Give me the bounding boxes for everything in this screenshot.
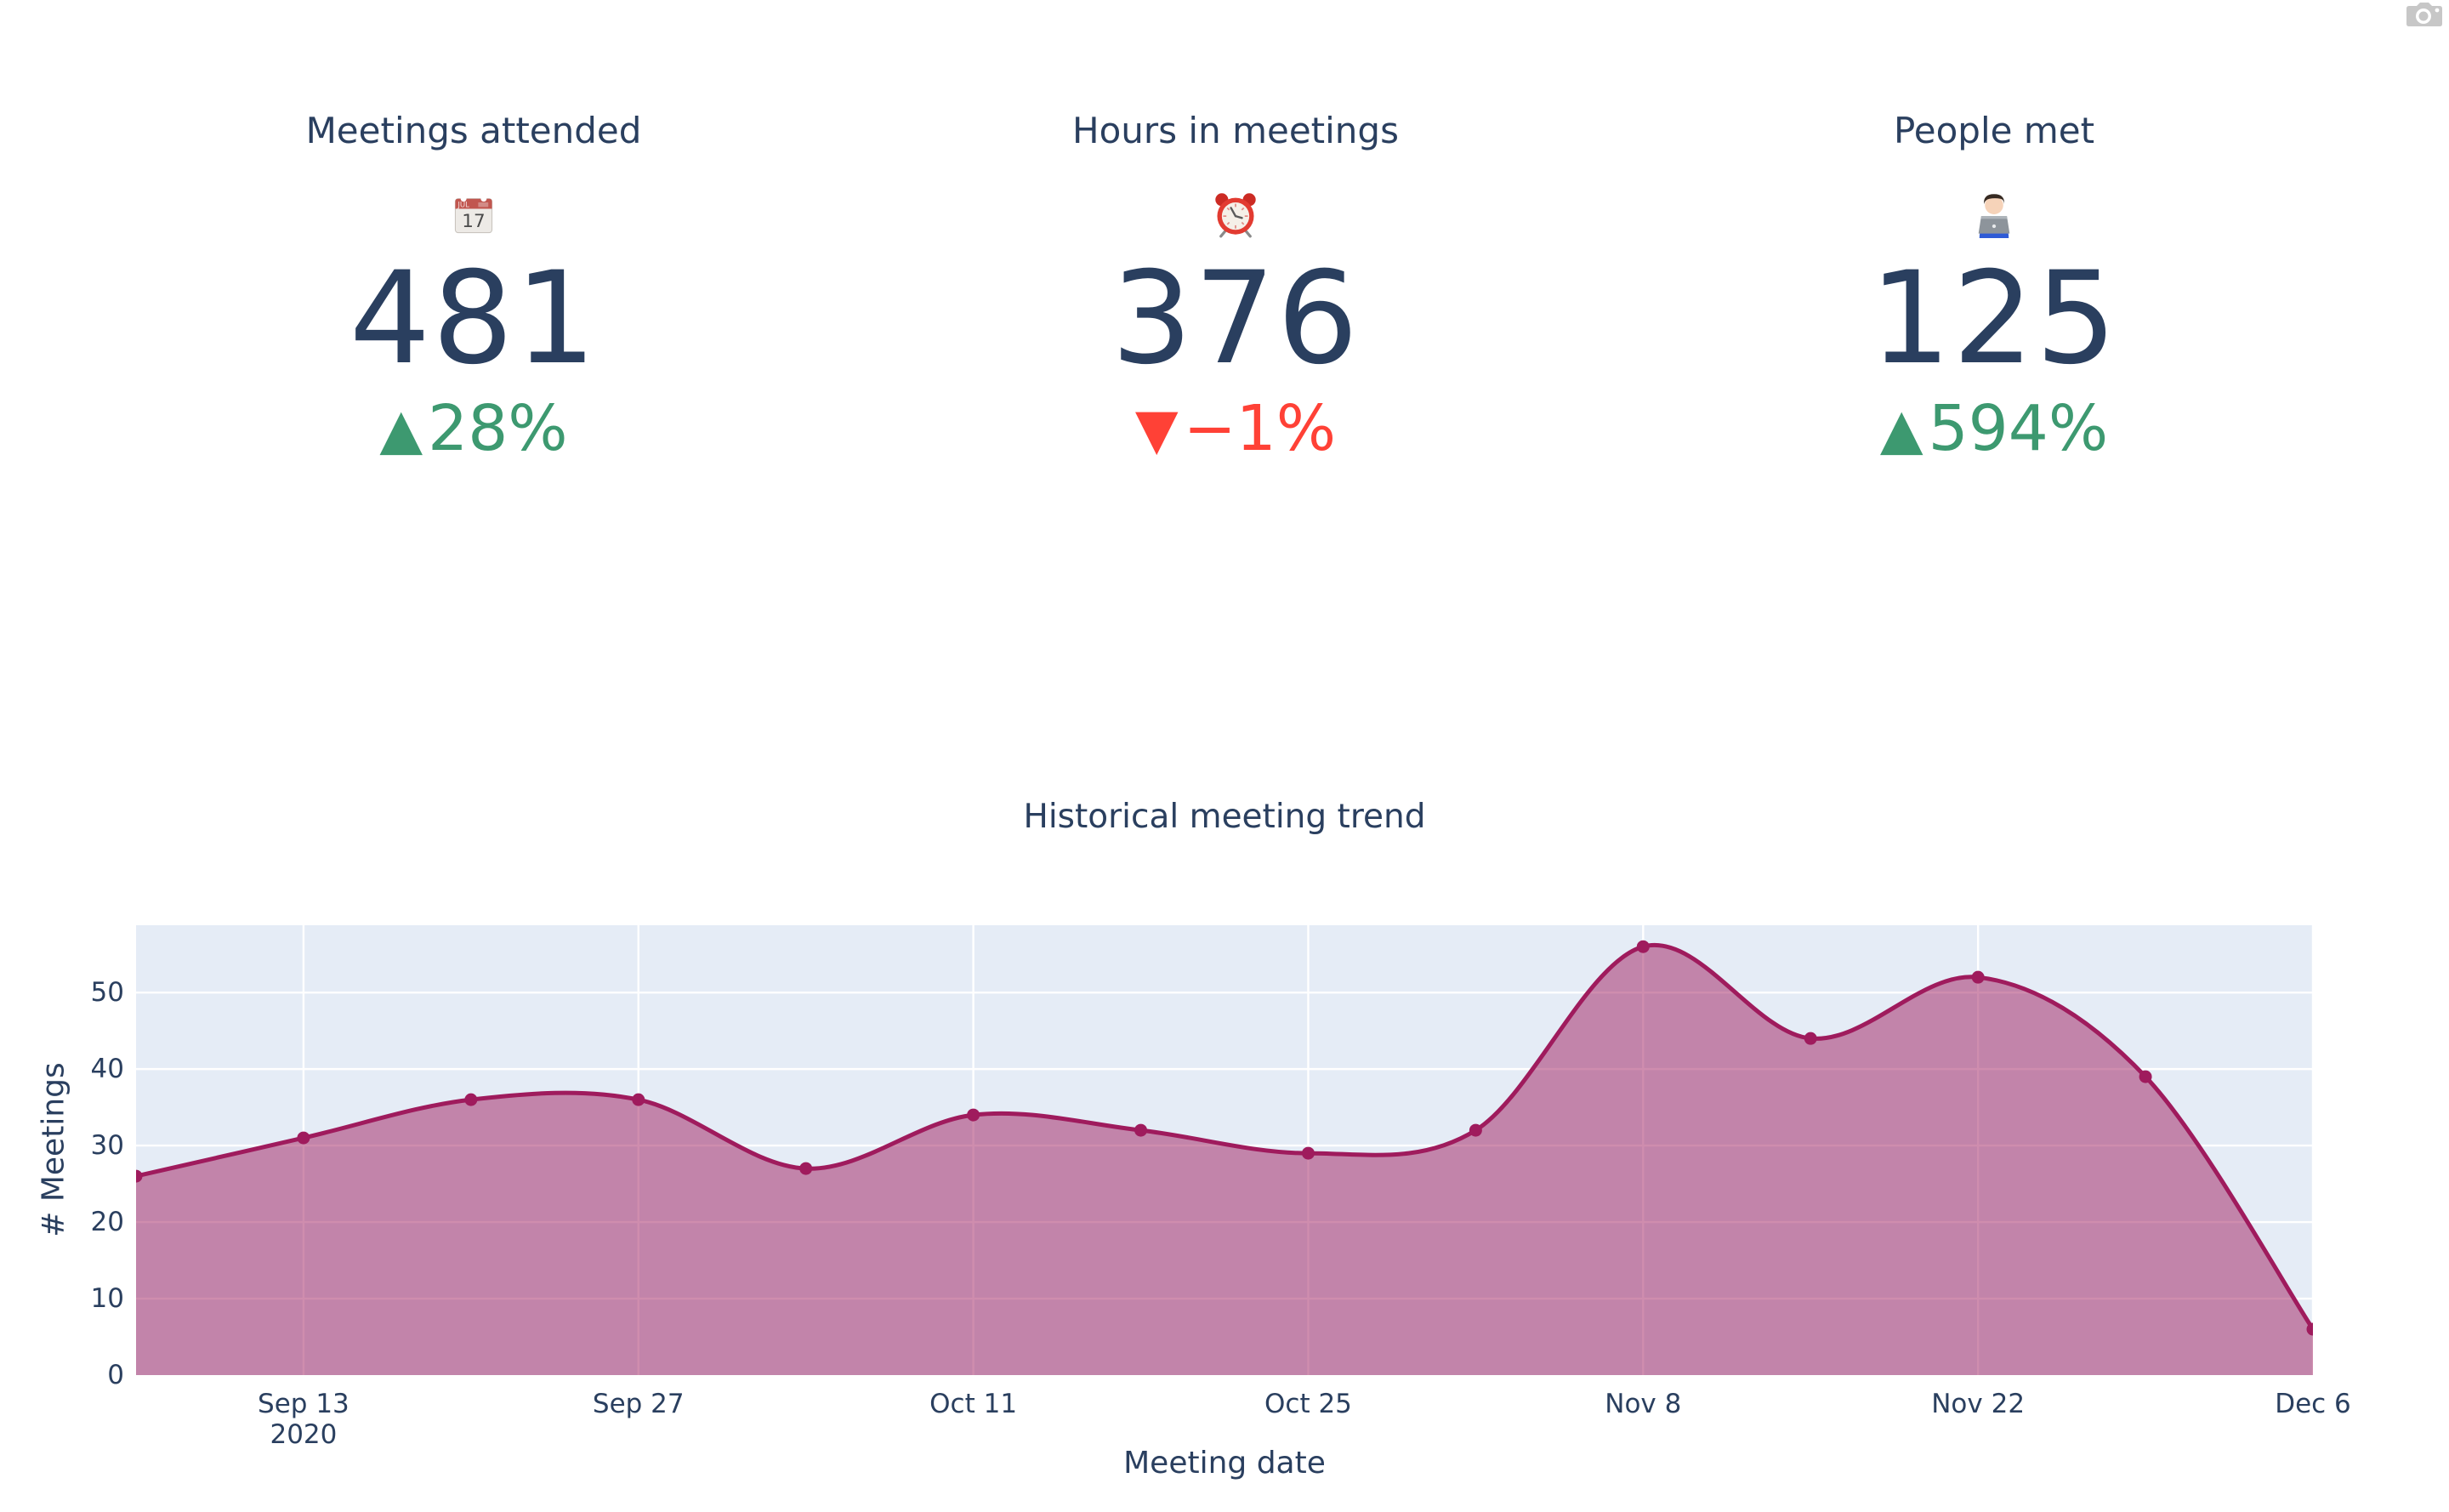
data-point-marker <box>1134 1123 1148 1137</box>
kpi-title: People met <box>1893 110 2095 151</box>
data-point-marker <box>1971 970 1985 984</box>
kpi-delta: ▲594% <box>1654 393 2334 465</box>
area-fill <box>136 945 2313 1375</box>
y-tick-label: 40 <box>90 1054 124 1085</box>
technologist-emoji <box>1654 190 2334 242</box>
x-tick-label: Dec 6 <box>2275 1389 2351 1419</box>
x-tick-label: Nov 22 <box>1931 1389 2026 1419</box>
kpi-value: 376 <box>1111 245 1361 393</box>
data-point-marker <box>136 1169 143 1183</box>
data-point-marker <box>2306 1322 2313 1336</box>
kpi-title: Hours in meetings <box>1072 110 1399 151</box>
x-tick-sublabel: 2020 <box>270 1419 338 1450</box>
kpi-delta-value: −1% <box>1183 392 1337 465</box>
data-point-marker <box>1301 1146 1315 1160</box>
delta-down-icon: ▼ <box>1134 396 1179 462</box>
download-plot-button[interactable] <box>2405 2 2444 31</box>
kpi-delta: ▲28% <box>134 393 814 465</box>
svg-text:JUL: JUL <box>457 201 469 209</box>
area-chart <box>136 925 2313 1375</box>
x-tick-label: Nov 8 <box>1605 1389 1682 1419</box>
svg-text:17: 17 <box>462 211 485 232</box>
x-tick-label: Oct 25 <box>1264 1389 1352 1419</box>
kpi-delta: ▼−1% <box>895 393 1576 465</box>
data-point-marker <box>967 1108 980 1122</box>
data-point-marker <box>799 1162 813 1175</box>
delta-up-icon: ▲ <box>1879 396 1923 462</box>
calendar-emoji: JUL 17 <box>134 190 814 242</box>
data-point-marker <box>1804 1032 1817 1045</box>
plot-area[interactable] <box>136 925 2313 1375</box>
x-tick-label: Sep 27 <box>592 1389 685 1419</box>
y-tick-label: 50 <box>90 977 124 1009</box>
kpi-card-hours-in-meetings: Hours in meetings 376 ▼−1% <box>895 109 1576 465</box>
y-tick-label: 30 <box>90 1130 124 1162</box>
alarm-clock-emoji <box>895 190 1576 242</box>
x-tick-label: Sep 13 2020 <box>210 1389 397 1450</box>
x-axis-title: Meeting date <box>1123 1446 1326 1481</box>
kpi-title: Meetings attended <box>305 110 642 151</box>
kpi-delta-value: 28% <box>428 392 568 465</box>
chart-title: Historical meeting trend <box>1023 798 1426 836</box>
kpi-value: 481 <box>349 245 599 393</box>
data-point-marker <box>1636 940 1650 953</box>
kpi-card-people-met: People met 125 ▲594% <box>1654 109 2334 465</box>
data-point-marker <box>2139 1070 2152 1083</box>
y-tick-label: 20 <box>90 1207 124 1238</box>
y-tick-label: 10 <box>90 1283 124 1315</box>
camera-icon <box>2406 3 2442 26</box>
delta-up-icon: ▲ <box>379 396 423 462</box>
x-tick-label: Oct 11 <box>929 1389 1018 1419</box>
data-point-marker <box>632 1093 645 1106</box>
data-point-marker <box>297 1131 310 1145</box>
kpi-delta-value: 594% <box>1928 392 2109 465</box>
data-point-marker <box>1469 1123 1482 1137</box>
data-point-marker <box>464 1093 478 1106</box>
y-tick-label: 0 <box>107 1360 124 1390</box>
kpi-card-meetings-attended: Meetings attended JUL 17 481 ▲28% <box>134 109 814 465</box>
kpi-value: 125 <box>1869 245 2119 393</box>
